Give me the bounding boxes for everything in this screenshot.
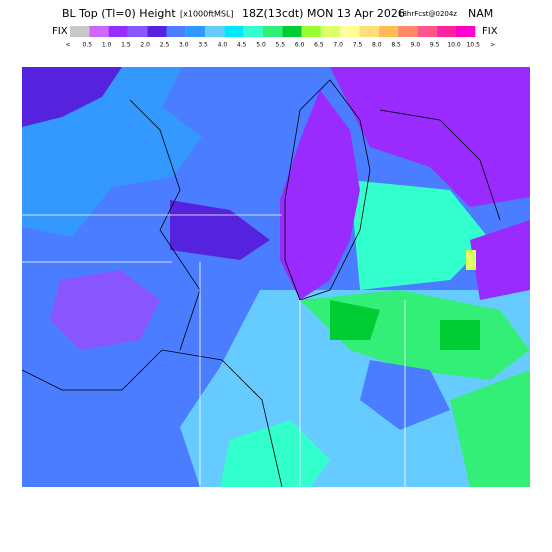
colorbar-label: 1.5 [121,42,131,49]
colorbar-label: 9.0 [411,42,421,49]
colorbar-cell [417,26,437,37]
colorbar-label: > [490,42,495,49]
colorbar-cell [282,26,302,37]
colorbar-label: 2.5 [160,42,170,49]
colorbar-label: 2.0 [140,42,150,49]
colorbar-label: 9.5 [430,42,440,49]
colorbar-label: 0.5 [83,42,93,49]
colorbar-cell [147,26,167,37]
title: BL Top (Tl=0) Height [62,7,176,20]
colorbar-label: 6.0 [295,42,305,49]
time: 18Z(13cdt) MON 13 Apr 2026 [242,7,405,20]
colorbar-cell [456,26,476,37]
fix-right: FIX [482,26,498,37]
colorbar-label: 1.0 [102,42,112,49]
colorbar-label: 5.0 [256,42,266,49]
colorbar-label: 10.0 [447,42,461,49]
colorbar-label: 7.5 [353,42,363,49]
forecast: 18hrFcst@0204z [398,10,457,18]
colorbar-label: 8.0 [372,42,382,49]
colorbar-label: 10.5 [467,42,481,49]
colorbar-label: 3.0 [179,42,189,49]
colorbar-cell [70,26,90,37]
colorbar-cell [398,26,418,37]
colorbar-cell [436,26,456,37]
colorbar-cell [166,26,186,37]
colorbar-cell [378,26,399,37]
colorbar-cell [185,26,206,37]
colorbar-cell [108,26,128,37]
colorbar-label: 7.0 [333,42,343,49]
colorbar-cell [243,26,263,37]
map [21,67,530,492]
colorbar-cell [205,26,225,37]
colorbar-label: 4.0 [218,42,228,49]
model: NAM [468,7,493,20]
colorbar-label: 4.5 [237,42,247,49]
colorbar-cell [263,26,283,37]
colorbar-cell [224,26,244,37]
colorbar-cell [127,26,148,37]
colorbar-label: 6.5 [314,42,324,49]
colorbar-cell [301,26,321,37]
colorbar-label: 3.5 [198,42,208,49]
colorbar: <0.5 1.0 1.5 2.0 2.5 3.0 3.5 4.0 4.5 5.0 5.5 6.0 6.5… [65,26,495,49]
colorbar-cell [359,26,379,37]
fix-left: FIX [52,26,68,37]
colorbar-label: 8.5 [391,42,401,49]
units: [x1000ftMSL] [180,10,234,19]
colorbar-cell [89,26,109,37]
colorbar-cell [340,26,360,37]
colorbar-label: < [65,42,70,49]
colorbar-cell [320,26,341,37]
colorbar-label: 5.5 [276,42,286,49]
